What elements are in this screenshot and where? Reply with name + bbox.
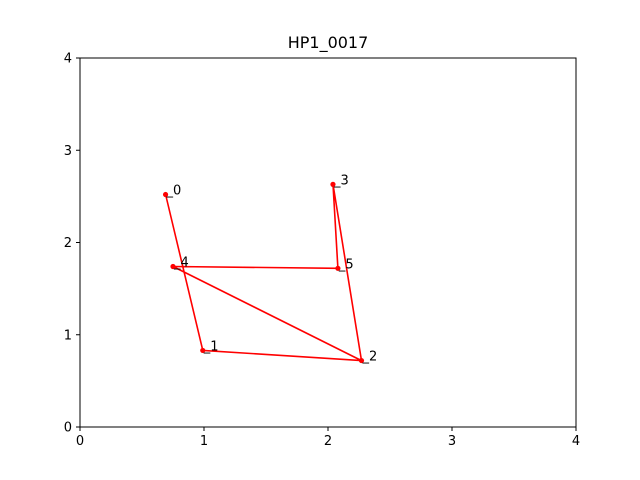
x-tick-label: 0 (76, 434, 84, 449)
data-point-label: _4 (173, 255, 189, 270)
data-series (162, 181, 365, 364)
y-axis-ticks: 0 1 2 3 4 (64, 52, 80, 436)
point-labels: _0 _1 _2 _3 _4 _5 (166, 173, 378, 364)
x-axis-ticks: 0 1 2 3 4 (76, 427, 580, 449)
data-point (170, 263, 176, 270)
y-tick-label: 2 (64, 236, 72, 251)
plot-area-frame (79, 57, 577, 428)
data-point (335, 265, 341, 271)
x-tick-label: 4 (572, 434, 580, 449)
y-tick-label: 1 (64, 328, 72, 343)
data-point-label: _1 (203, 339, 219, 354)
y-tick-label: 0 (64, 421, 72, 436)
data-point (358, 357, 365, 364)
data-point-label: _3 (333, 173, 349, 188)
data-point-label: _5 (338, 257, 354, 272)
data-point-label: _0 (166, 184, 182, 199)
x-tick-label: 2 (324, 434, 332, 449)
x-tick-label: 1 (200, 434, 208, 449)
data-point (200, 347, 206, 354)
data-point (162, 191, 169, 198)
x-tick-label: 3 (448, 434, 456, 449)
data-point-label: _2 (361, 350, 377, 365)
y-tick-label: 3 (64, 144, 72, 159)
y-tick-label: 4 (64, 52, 72, 67)
data-point (330, 181, 336, 187)
chart-title: HP1_0017 (288, 33, 369, 53)
